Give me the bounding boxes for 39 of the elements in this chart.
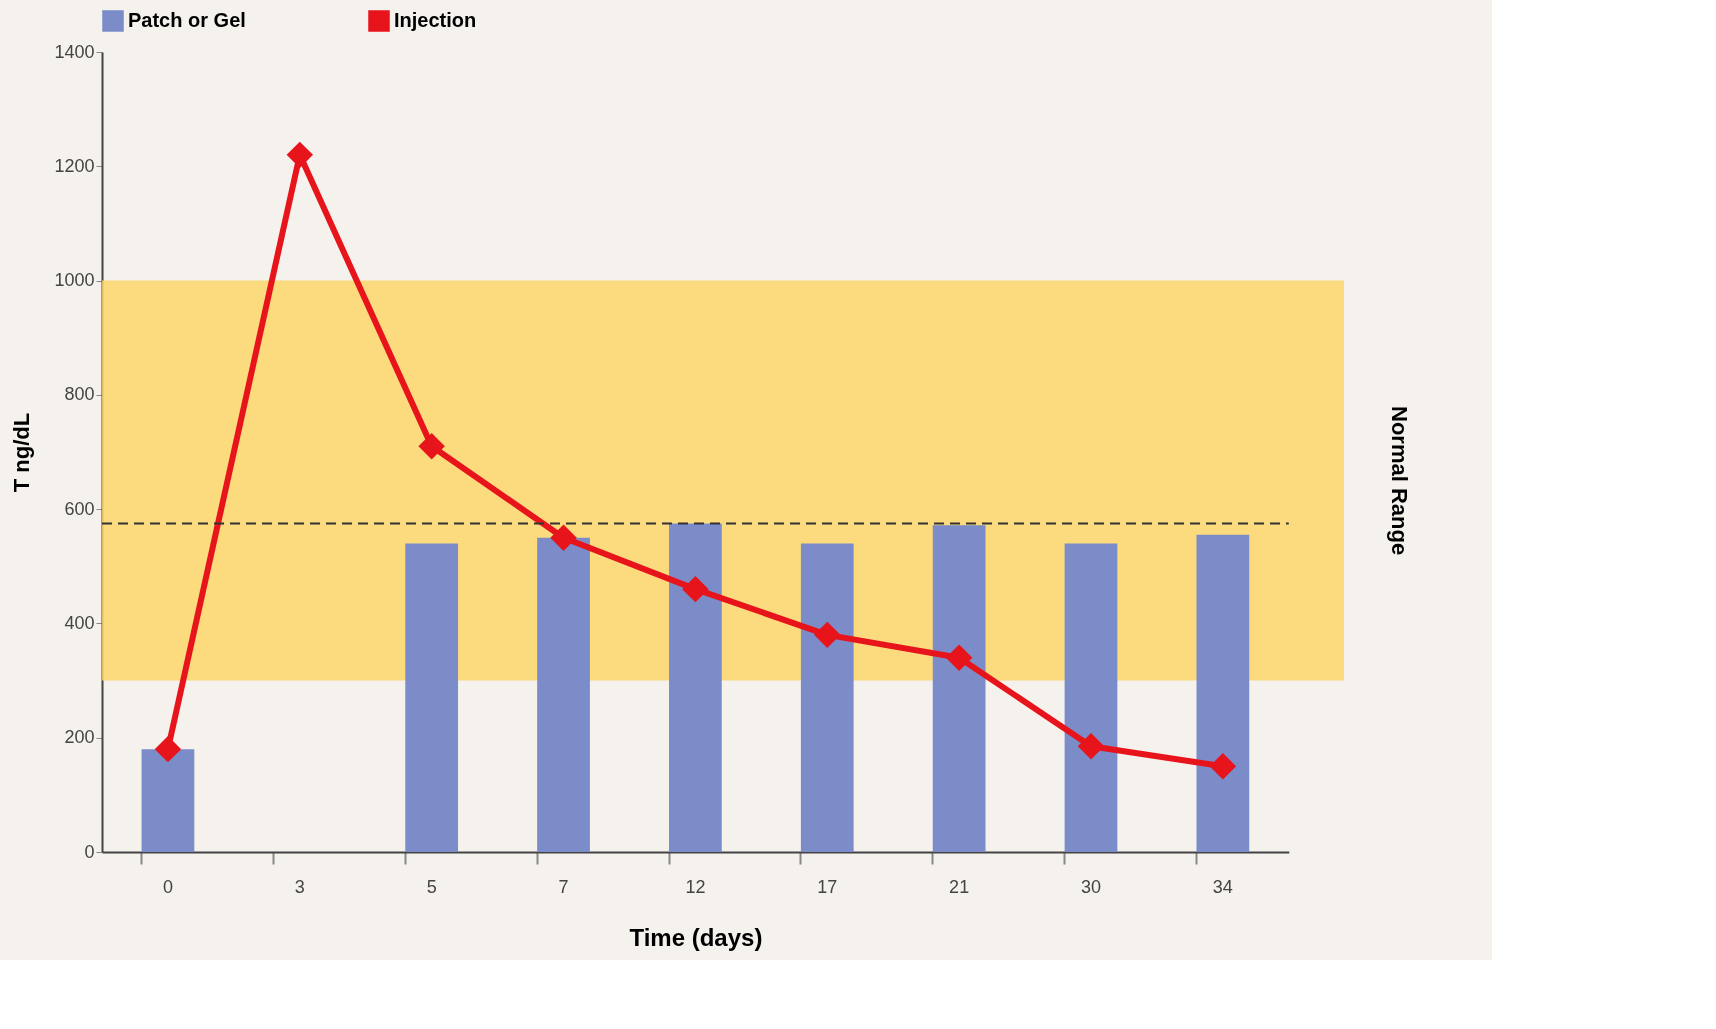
point <box>418 433 445 460</box>
point <box>682 575 709 603</box>
bar <box>800 543 854 852</box>
bar <box>537 537 590 852</box>
x-axis-title: Time (days) <box>629 923 763 951</box>
point <box>945 644 973 671</box>
y-tick-label: 1400 <box>54 41 95 62</box>
point <box>550 524 577 551</box>
bar <box>1196 534 1250 852</box>
y-tick-label: 200 <box>64 727 95 748</box>
x-tick-label: 12 <box>685 876 706 897</box>
bar <box>405 543 459 852</box>
x-tick-label: 34 <box>1212 876 1233 897</box>
point <box>286 141 314 169</box>
band-label: Normal Range <box>1387 405 1413 556</box>
y-tick-label: 1000 <box>54 270 95 291</box>
y-tick-label: 1200 <box>54 155 95 176</box>
y-tick-label: 800 <box>64 384 95 405</box>
point <box>154 735 182 763</box>
point <box>1077 733 1105 760</box>
x-tick-label: 30 <box>1080 876 1102 897</box>
point <box>814 621 841 649</box>
y-tick-label: 0 <box>84 841 95 862</box>
bar <box>932 525 986 852</box>
y-axis-title: T ng/dL <box>9 412 35 493</box>
point <box>1209 753 1237 780</box>
x-tick-label: 17 <box>817 876 838 897</box>
y-tick-label: 600 <box>64 498 95 519</box>
x-tick-label: 21 <box>949 876 970 897</box>
x-tick-label: 3 <box>294 876 305 897</box>
y-tick-label: 400 <box>64 612 95 633</box>
x-tick-label: 5 <box>426 876 437 897</box>
bar <box>141 749 195 852</box>
legend-label: Patch or Gel <box>128 9 246 31</box>
bar <box>1064 543 1118 852</box>
legend-label: Injection <box>394 9 477 31</box>
bar <box>669 523 722 852</box>
x-tick-label: 0 <box>162 876 173 897</box>
x-tick-label: 7 <box>558 876 569 897</box>
